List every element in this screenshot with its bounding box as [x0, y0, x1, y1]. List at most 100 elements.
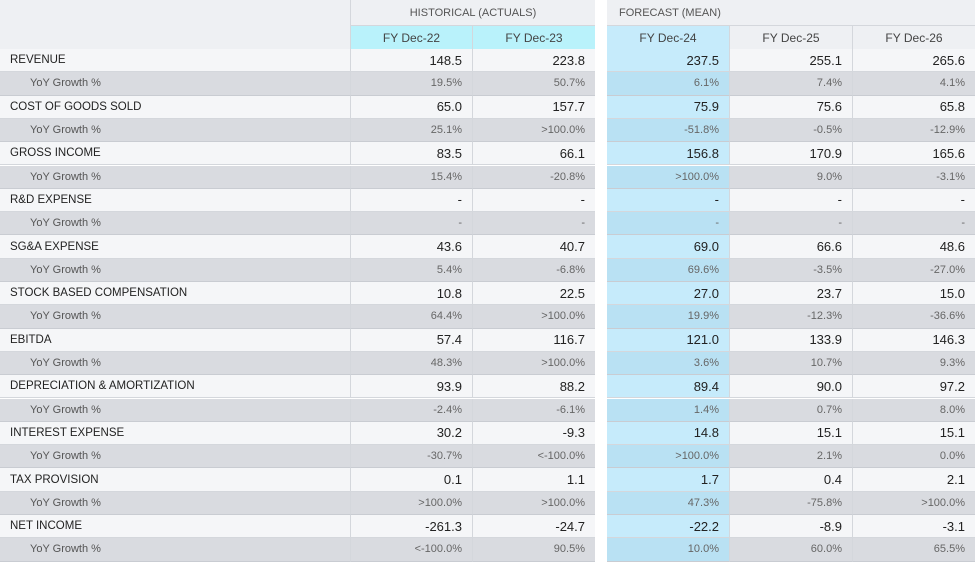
cell-fy-dec-26: - [852, 188, 975, 213]
cell-fy-dec-25: 60.0% [729, 538, 852, 562]
growth-row[interactable]: YoY Growth % 25.1% >100.0% -51.8% -0.5% -12.9… [0, 118, 975, 143]
column-header-fy-dec-26[interactable]: FY Dec-26 [852, 26, 975, 49]
cell-fy-dec-22: 83.5 [350, 142, 472, 166]
metric-row[interactable]: STOCK BASED COMPENSATION 10.8 22.5 27.0 23.7… [0, 282, 975, 306]
column-gap [595, 258, 607, 282]
column-gap [595, 538, 607, 562]
cell-fy-dec-23: >100.0% [472, 491, 595, 515]
cell-fy-dec-23: >100.0% [472, 351, 595, 376]
metric-row[interactable]: NET INCOME -261.3 -24.7 -22.2 -8.9 -3.1 [0, 515, 975, 539]
cell-fy-dec-24: 19.9% [607, 305, 729, 329]
cell-fy-dec-23: >100.0% [472, 305, 595, 329]
historical-group-header: HISTORICAL (ACTUALS) [350, 0, 595, 26]
growth-row[interactable]: YoY Growth % 15.4% -20.8% >100.0% 9.0% -3.1% [0, 165, 975, 189]
metric-row[interactable]: REVENUE 148.5 223.8 237.5 255.1 265.6 [0, 49, 975, 73]
cell-fy-dec-25: -8.9 [729, 515, 852, 539]
cell-fy-dec-22: <-100.0% [350, 538, 472, 562]
cell-fy-dec-24: 10.0% [607, 538, 729, 562]
cell-fy-dec-26: -3.1 [852, 515, 975, 539]
cell-fy-dec-26: -12.9% [852, 118, 975, 143]
cell-fy-dec-24: 1.4% [607, 398, 729, 422]
cell-fy-dec-23: - [472, 212, 595, 236]
header-period-row: FY Dec-22 FY Dec-23 FY Dec-24 FY Dec-25 … [0, 26, 975, 49]
cell-fy-dec-23: 66.1 [472, 142, 595, 166]
growth-row[interactable]: YoY Growth % 19.5% 50.7% 6.1% 7.4% 4.1% [0, 72, 975, 96]
metric-row-label: TAX PROVISION [0, 468, 350, 492]
cell-fy-dec-23: -9.3 [472, 421, 595, 446]
metric-row-label: COST OF GOODS SOLD [0, 95, 350, 119]
metric-row-label: STOCK BASED COMPENSATION [0, 282, 350, 306]
forecast-group-header: FORECAST (MEAN) [607, 0, 975, 26]
cell-fy-dec-23: <-100.0% [472, 445, 595, 469]
metric-row[interactable]: GROSS INCOME 83.5 66.1 156.8 170.9 165.6 [0, 142, 975, 166]
metric-row-label: INTEREST EXPENSE [0, 421, 350, 446]
metric-row-label: DEPRECIATION & AMORTIZATION [0, 375, 350, 399]
column-gap [595, 188, 607, 213]
cell-fy-dec-24: 121.0 [607, 328, 729, 352]
cell-fy-dec-22: 48.3% [350, 351, 472, 376]
growth-row[interactable]: YoY Growth % -30.7% <-100.0% >100.0% 2.1% 0.0… [0, 445, 975, 469]
column-gap [595, 421, 607, 446]
column-gap [595, 515, 607, 539]
growth-row[interactable]: YoY Growth % <-100.0% 90.5% 10.0% 60.0% 65.5% [0, 538, 975, 562]
growth-row-label: YoY Growth % [0, 351, 350, 376]
cell-fy-dec-26: 0.0% [852, 445, 975, 469]
cell-fy-dec-23: -6.1% [472, 398, 595, 422]
metric-row[interactable]: TAX PROVISION 0.1 1.1 1.7 0.4 2.1 [0, 468, 975, 492]
cell-fy-dec-25: 255.1 [729, 49, 852, 73]
growth-row[interactable]: YoY Growth % >100.0% >100.0% 47.3% -75.8% >10… [0, 491, 975, 515]
metric-row-label: R&D EXPENSE [0, 188, 350, 213]
cell-fy-dec-23: 88.2 [472, 375, 595, 399]
column-gap [595, 165, 607, 189]
growth-row[interactable]: YoY Growth % 5.4% -6.8% 69.6% -3.5% -27.0% [0, 258, 975, 282]
cell-fy-dec-26: 146.3 [852, 328, 975, 352]
growth-row-label: YoY Growth % [0, 398, 350, 422]
column-header-fy-dec-24[interactable]: FY Dec-24 [607, 26, 729, 49]
metric-row-label: SG&A EXPENSE [0, 235, 350, 259]
cell-fy-dec-25: - [729, 188, 852, 213]
cell-fy-dec-22: 19.5% [350, 72, 472, 96]
metric-row[interactable]: INTEREST EXPENSE 30.2 -9.3 14.8 15.1 15.1 [0, 421, 975, 446]
column-gap [595, 26, 607, 49]
cell-fy-dec-25: 9.0% [729, 165, 852, 189]
cell-fy-dec-22: 148.5 [350, 49, 472, 73]
cell-fy-dec-26: 15.0 [852, 282, 975, 306]
growth-row[interactable]: YoY Growth % 64.4% >100.0% 19.9% -12.3% -36.6… [0, 305, 975, 329]
cell-fy-dec-24: 14.8 [607, 421, 729, 446]
cell-fy-dec-25: 0.4 [729, 468, 852, 492]
metric-row[interactable]: R&D EXPENSE - - - - - [0, 188, 975, 213]
metric-row[interactable]: COST OF GOODS SOLD 65.0 157.7 75.9 75.6 65.8 [0, 95, 975, 119]
cell-fy-dec-23: 90.5% [472, 538, 595, 562]
growth-row-label: YoY Growth % [0, 258, 350, 282]
cell-fy-dec-26: 2.1 [852, 468, 975, 492]
cell-fy-dec-23: >100.0% [472, 118, 595, 143]
cell-fy-dec-24: - [607, 212, 729, 236]
cell-fy-dec-22: 93.9 [350, 375, 472, 399]
cell-fy-dec-26: >100.0% [852, 491, 975, 515]
header-group-row: HISTORICAL (ACTUALS) FORECAST (MEAN) [0, 0, 975, 26]
cell-fy-dec-22: 25.1% [350, 118, 472, 143]
cell-fy-dec-26: 9.3% [852, 351, 975, 376]
column-gap [595, 235, 607, 259]
growth-row-label: YoY Growth % [0, 538, 350, 562]
growth-row[interactable]: YoY Growth % - - - - - [0, 212, 975, 236]
cell-fy-dec-22: 64.4% [350, 305, 472, 329]
column-header-fy-dec-22[interactable]: FY Dec-22 [350, 26, 472, 49]
cell-fy-dec-24: - [607, 188, 729, 213]
growth-row-label: YoY Growth % [0, 72, 350, 96]
growth-row[interactable]: YoY Growth % -2.4% -6.1% 1.4% 0.7% 8.0% [0, 398, 975, 422]
cell-fy-dec-24: 75.9 [607, 95, 729, 119]
cell-fy-dec-25: 7.4% [729, 72, 852, 96]
column-gap [595, 95, 607, 119]
growth-row[interactable]: YoY Growth % 48.3% >100.0% 3.6% 10.7% 9.3% [0, 351, 975, 376]
cell-fy-dec-24: 3.6% [607, 351, 729, 376]
metric-row[interactable]: SG&A EXPENSE 43.6 40.7 69.0 66.6 48.6 [0, 235, 975, 259]
column-header-fy-dec-25[interactable]: FY Dec-25 [729, 26, 852, 49]
cell-fy-dec-23: 50.7% [472, 72, 595, 96]
cell-fy-dec-22: 43.6 [350, 235, 472, 259]
cell-fy-dec-25: 90.0 [729, 375, 852, 399]
metric-row[interactable]: EBITDA 57.4 116.7 121.0 133.9 146.3 [0, 328, 975, 352]
column-header-fy-dec-23[interactable]: FY Dec-23 [472, 26, 595, 49]
growth-row-label: YoY Growth % [0, 165, 350, 189]
metric-row[interactable]: DEPRECIATION & AMORTIZATION 93.9 88.2 89.4 9… [0, 375, 975, 399]
